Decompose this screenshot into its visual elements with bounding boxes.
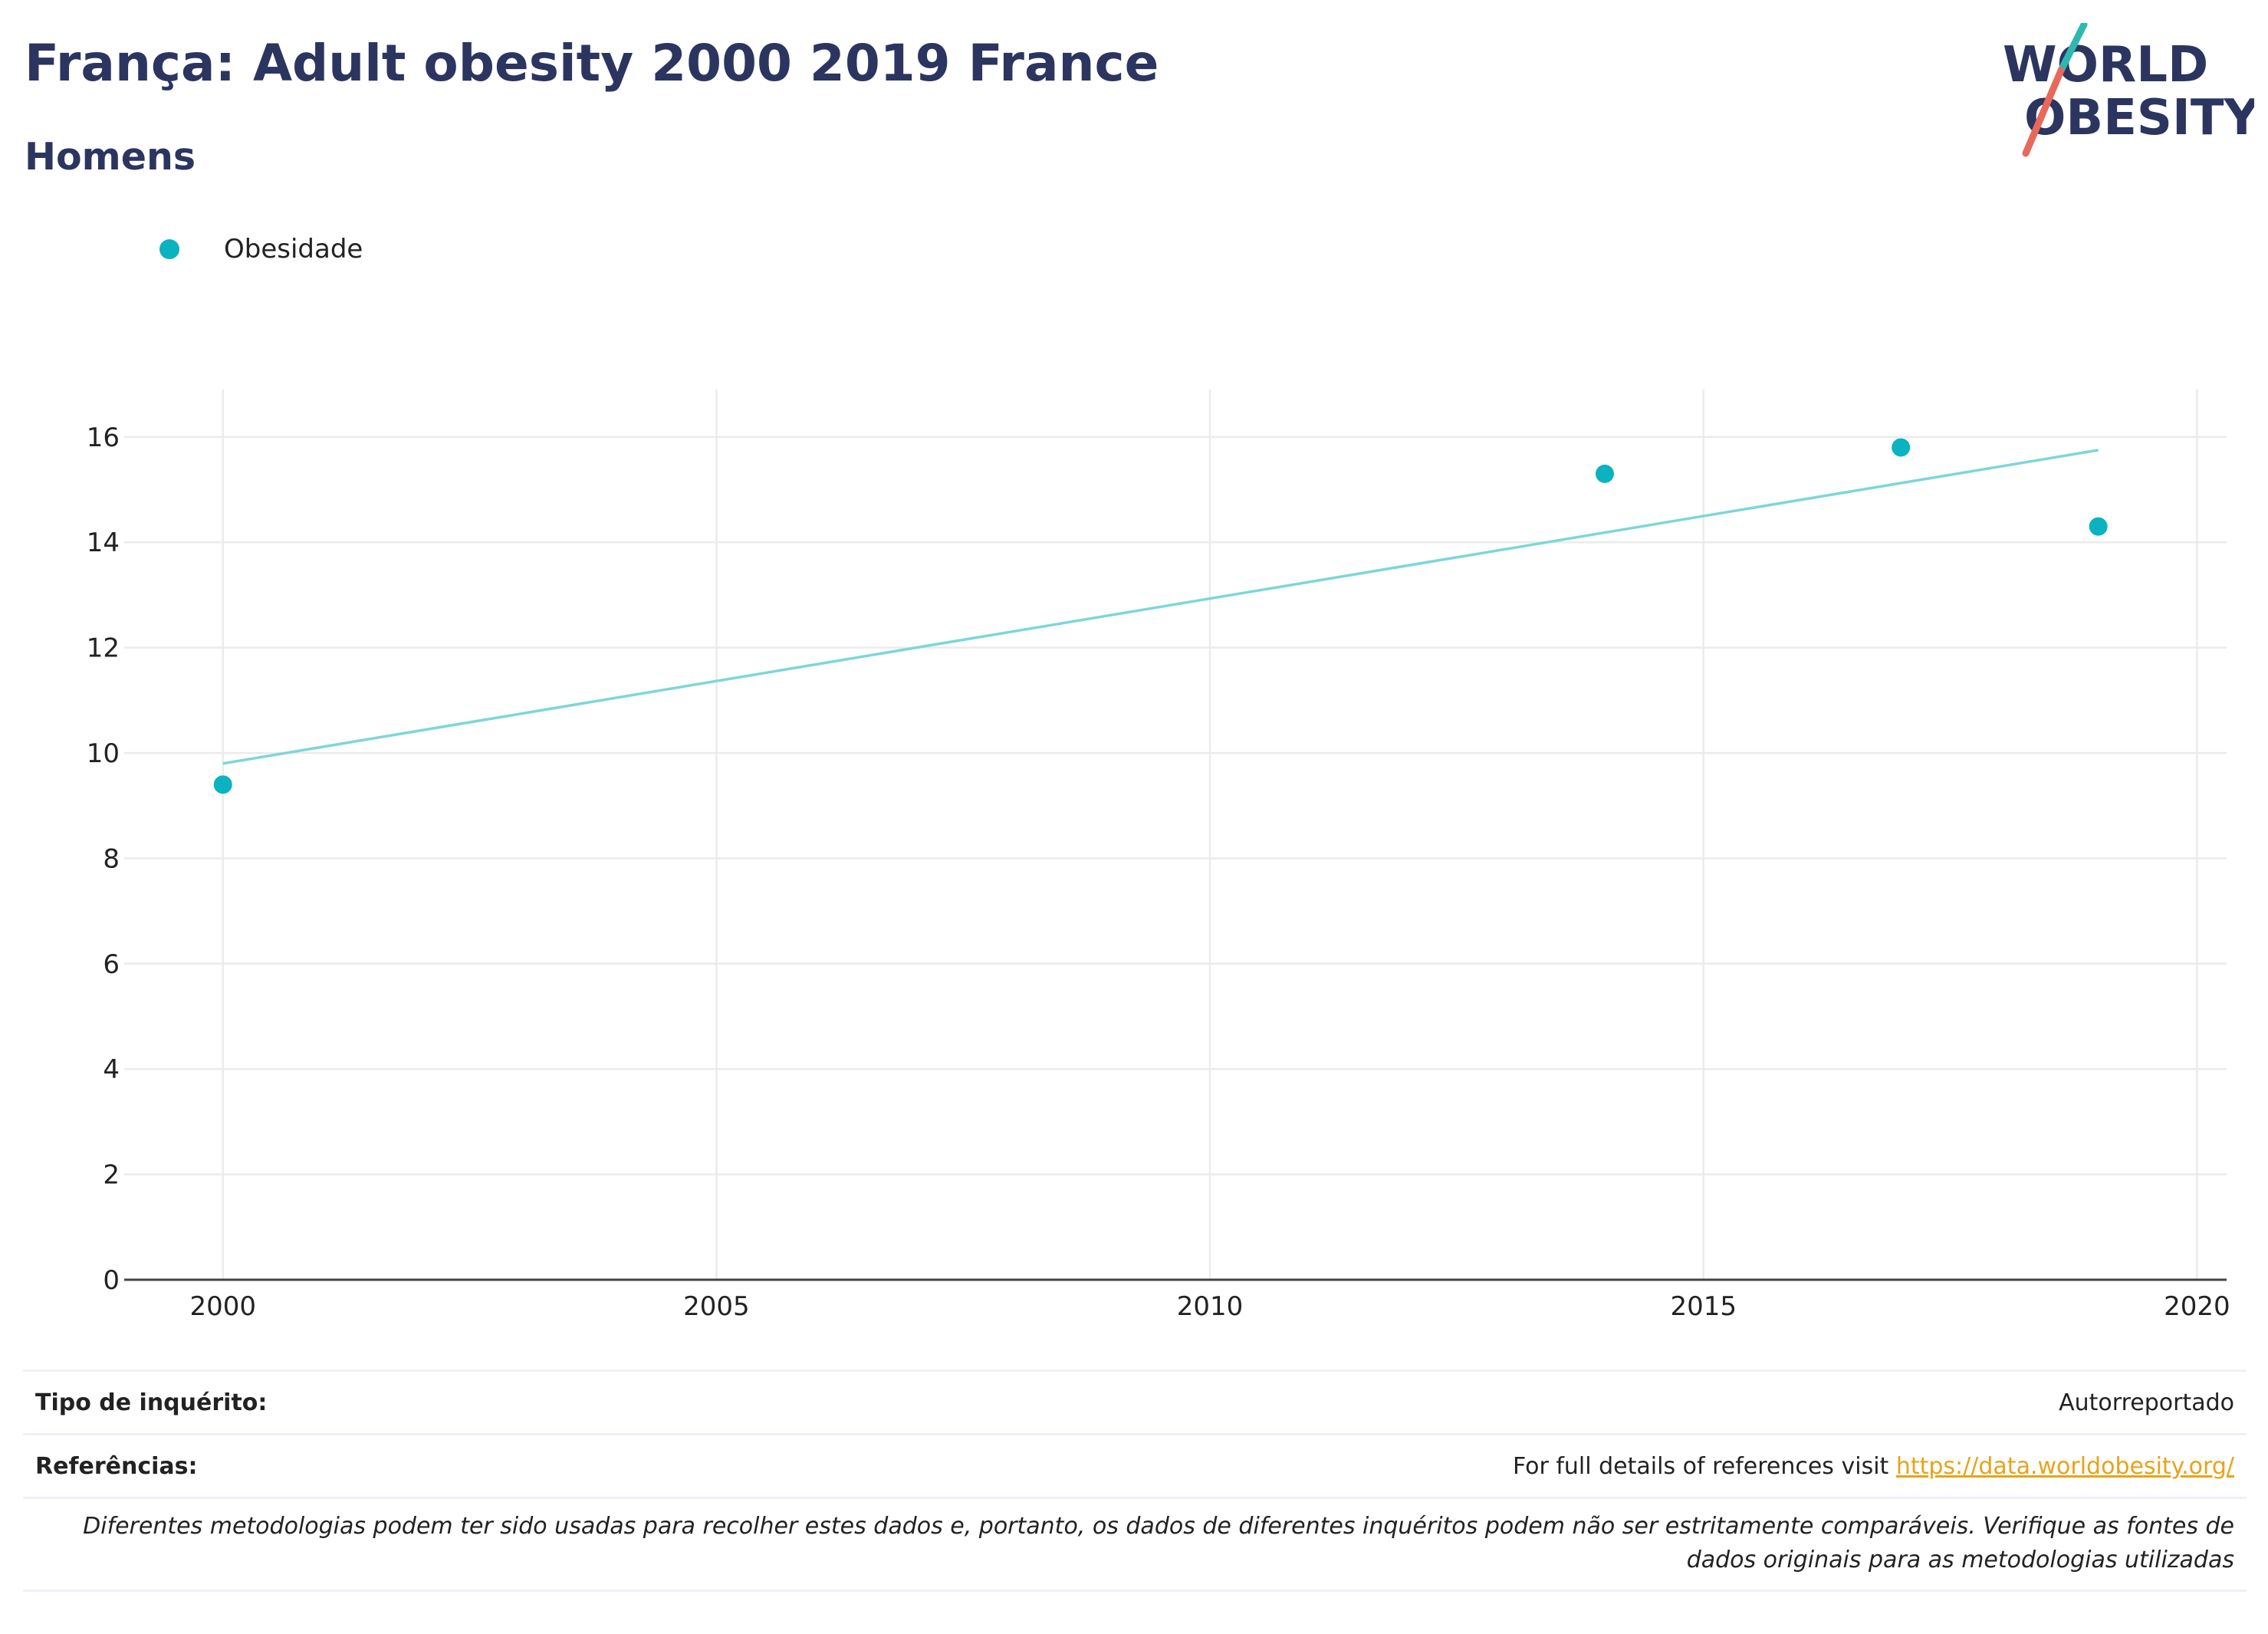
axes: 0 2 4 6 8 10 12 14 16 2000 2005 2010 2015 2020 [87, 422, 2230, 1322]
logo-text-world: WORLD [2003, 37, 2208, 94]
chart-subtitle: Homens [25, 135, 196, 179]
methodology-note: Diferentes metodologias podem ter sido u… [23, 1497, 2247, 1592]
survey-type-row: Tipo de inquérito: Autorreportado [23, 1369, 2247, 1433]
data-point[interactable] [213, 775, 232, 794]
world-obesity-logo: WORLD OBESITY [2003, 23, 2254, 157]
x-tick-label: 2020 [2164, 1291, 2230, 1322]
y-tick-label: 4 [103, 1054, 120, 1085]
trendline [222, 449, 2099, 765]
logo-text-obesity: OBESITY [2024, 90, 2254, 146]
references-text: For full details of references visit [1512, 1452, 1896, 1480]
y-tick-label: 6 [103, 949, 120, 980]
y-tick-label: 10 [87, 738, 120, 769]
y-tick-label: 12 [87, 633, 120, 664]
chart-legend[interactable]: Obesidade [159, 230, 363, 268]
x-tick-label: 2000 [189, 1291, 256, 1322]
y-tick-label: 0 [103, 1265, 120, 1296]
survey-type-value: Autorreportado [2059, 1389, 2234, 1416]
x-tick-label: 2010 [1177, 1291, 1244, 1322]
references-row: Referências: For full details of referen… [23, 1433, 2247, 1497]
logo-slash-bottom [2022, 67, 2065, 157]
x-tick-label: 2015 [1670, 1291, 1737, 1322]
references-label: Referências: [35, 1452, 198, 1480]
legend-label-obesidade: Obesidade [224, 234, 363, 265]
references-link[interactable]: https://data.worldobesity.org/ [1895, 1452, 2234, 1480]
logo-slash-top [2057, 23, 2088, 74]
survey-type-label: Tipo de inquérito: [35, 1389, 268, 1416]
trendline-layer [222, 449, 2099, 765]
grid-lines [124, 390, 2227, 1280]
y-tick-label: 8 [103, 843, 120, 874]
y-tick-label: 14 [87, 528, 120, 558]
chart-footer: Tipo de inquérito: Autorreportado Referê… [23, 1369, 2247, 1592]
references-value: For full details of references visit htt… [1513, 1453, 2234, 1480]
data-point[interactable] [2089, 517, 2108, 536]
chart-title: França: Adult obesity 2000 2019 France [25, 34, 1159, 93]
y-tick-label: 16 [87, 422, 120, 453]
data-point[interactable] [1892, 438, 1911, 457]
y-tick-label: 2 [103, 1160, 120, 1191]
data-points [213, 438, 2108, 794]
x-tick-label: 2005 [683, 1291, 750, 1322]
data-point[interactable] [1595, 464, 1614, 483]
legend-marker-obesidade [159, 239, 179, 259]
scatter-chart: 0 2 4 6 8 10 12 14 16 2000 2005 2010 2015 2020 [87, 390, 2230, 1322]
